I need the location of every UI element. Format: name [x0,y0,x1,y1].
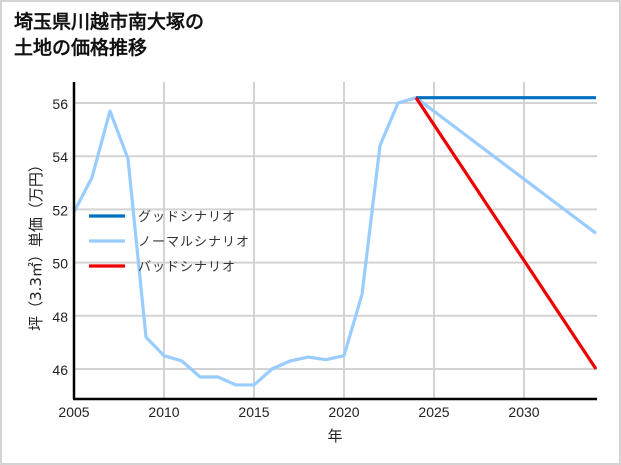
y-tick-label: 54 [52,149,68,165]
chart-title-line-2: 土地の価格推移 [14,37,148,59]
x-tick-label: 2005 [58,404,89,420]
y-tick-label: 52 [52,202,68,218]
y-axis-label: 坪（3.3㎡）単価（万円） [27,157,45,331]
legend-label: バッドシナリオ [138,260,236,275]
axes [72,82,597,401]
y-tick-label: 50 [52,256,68,272]
x-axis-label: 年 [327,427,342,445]
legend-label: ノーマルシナリオ [138,235,250,250]
x-tick-label: 2020 [328,404,359,420]
chart-title-line-1: 埼玉県川越市南大塚の [14,11,205,33]
chart-title: 埼玉県川越市南大塚の 土地の価格推移 [14,9,204,61]
series-line-1 [74,96,597,387]
y-tick-labels: 46 48 50 52 54 56 [52,96,68,378]
x-tick-label: 2025 [418,404,449,420]
x-tick-label: 2010 [148,404,179,420]
data-series [74,96,597,387]
legend-label: グッドシナリオ [138,210,236,225]
y-tick-label: 46 [52,362,68,378]
grid-lines [74,82,597,399]
x-tick-label: 2015 [238,404,269,420]
y-tick-label: 56 [52,96,68,112]
y-tick-label: 48 [52,309,68,325]
x-tick-labels: 2005 2010 2015 2020 2025 2030 [58,404,539,420]
series-line-2 [414,96,597,370]
x-tick-label: 2030 [508,404,539,420]
